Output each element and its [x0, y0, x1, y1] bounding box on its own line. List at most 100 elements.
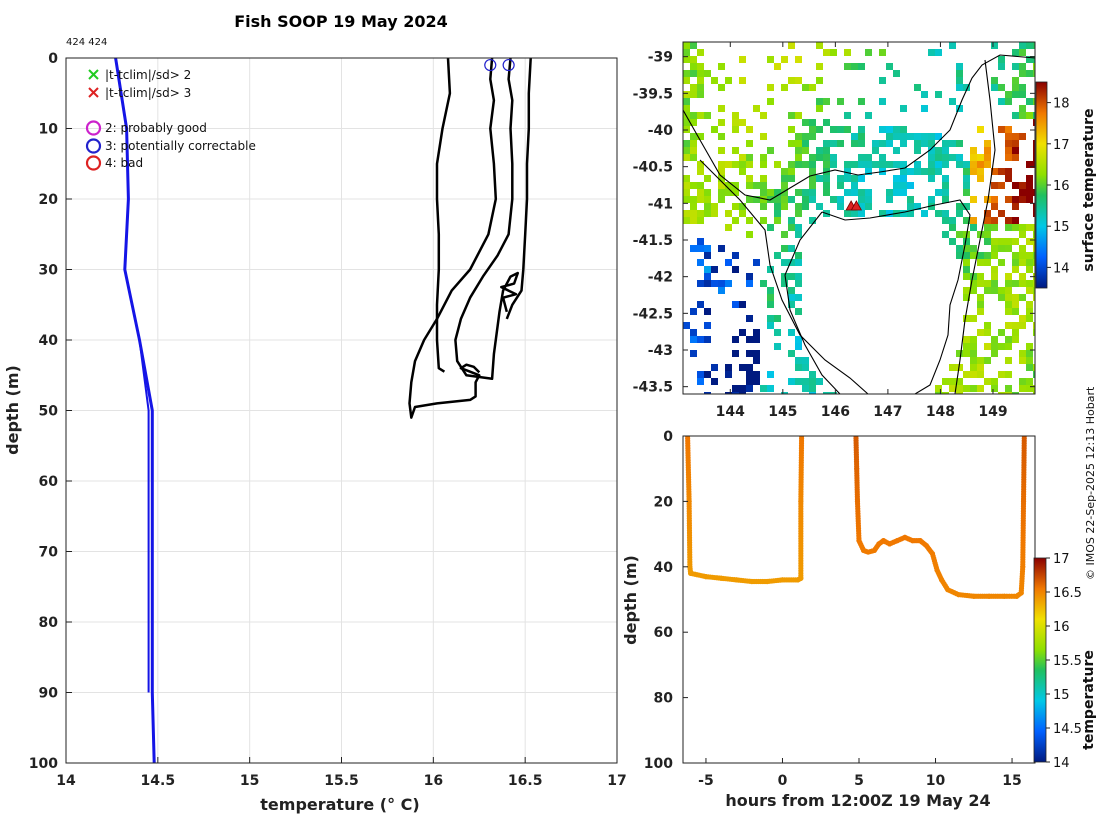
sst-cell [970, 196, 977, 203]
sst-cell [795, 294, 802, 301]
sst-cell [1012, 252, 1019, 259]
sst-cell [977, 329, 984, 336]
sst-cell [690, 245, 697, 252]
sst-cell [711, 364, 718, 371]
sst-cell [907, 210, 914, 217]
sst-cell [1012, 77, 1019, 84]
sst-cell [718, 287, 725, 294]
sst-cell [991, 238, 998, 245]
sst-cell [963, 259, 970, 266]
sst-cell [732, 266, 739, 273]
sst-cell [1005, 168, 1012, 175]
temperature-colorbar [1033, 557, 1047, 763]
sst-cell [1026, 182, 1033, 189]
sst-cell [984, 140, 991, 147]
sst-cell [942, 154, 949, 161]
sst-cell [886, 189, 893, 196]
sst-cell [991, 287, 998, 294]
sst-cell [1033, 140, 1035, 147]
ts-x-tick-label: 15 [1002, 773, 1021, 789]
flag-circle [502, 58, 515, 72]
ts-y-tick-label: 60 [654, 625, 674, 641]
sst-cell [956, 252, 963, 259]
sst-cell [865, 154, 872, 161]
sst-cell [753, 357, 760, 364]
sst-cell [746, 154, 753, 161]
sst-cell [935, 133, 942, 140]
profile-x-tick-label: 15.5 [324, 773, 359, 789]
sst-cell [809, 161, 816, 168]
sst-cell [725, 161, 732, 168]
profile-y-tick-label: 30 [39, 263, 59, 279]
sst-cell [851, 175, 858, 182]
sst-cell [823, 175, 830, 182]
sst-cell [837, 126, 844, 133]
sst-cell [949, 154, 956, 161]
temperature-colorbar-tick-label: 16.5 [1053, 586, 1082, 601]
sst-colorbar [1035, 81, 1048, 289]
ts-x-tick-label: -5 [698, 773, 714, 789]
sst-cell [1026, 357, 1033, 364]
sst-cell [865, 168, 872, 175]
temperature-colorbar-label: temperature [1081, 650, 1097, 750]
sst-cell [970, 273, 977, 280]
credit-text: © IMOS 22-Sep-2025 12:13 Hobart [1084, 386, 1097, 580]
profile-x-label: temperature (° C) [260, 795, 419, 814]
sst-cell [977, 126, 984, 133]
profile-y-tick-label: 100 [29, 756, 58, 772]
sst-cell [690, 63, 697, 70]
sst-cell [788, 350, 795, 357]
flag-circle [484, 58, 497, 72]
ts-y-tick-label: 100 [644, 756, 673, 772]
sst-cell [1005, 371, 1012, 378]
profile-series-profile-2 [408, 58, 498, 419]
sst-cell [928, 140, 935, 147]
sst-cell [998, 126, 1005, 133]
sst-cell [767, 147, 774, 154]
sst-cell [753, 259, 760, 266]
sst-cell [1005, 154, 1012, 161]
sst-cell [1019, 350, 1026, 357]
sst-cell [984, 238, 991, 245]
sst-cell [746, 364, 753, 371]
sst-colorbar-label: surface temperature [1081, 108, 1097, 271]
sst-cell [1005, 392, 1012, 394]
sst-cell [732, 126, 739, 133]
sst-cell [739, 203, 746, 210]
sst-cell [1033, 203, 1035, 210]
sst-cell [1026, 175, 1033, 182]
profile-x-tick-label: 16.5 [508, 773, 543, 789]
sst-cell [781, 245, 788, 252]
sst-cell [921, 140, 928, 147]
sst-cell [690, 203, 697, 210]
sst-cell [1005, 175, 1012, 182]
sst-cell [984, 196, 991, 203]
sst-cell [998, 371, 1005, 378]
sst-cell [984, 343, 991, 350]
profile-series-profile-4 [505, 58, 532, 320]
sst-cell [704, 392, 711, 394]
track-marker [850, 200, 863, 211]
map-y-tick-label: -43 [648, 343, 673, 359]
sst-cell [802, 161, 809, 168]
map-x-tick-label: 149 [978, 404, 1007, 420]
sst-cell [984, 259, 991, 266]
sst-cell [844, 175, 851, 182]
sst-cell [739, 154, 746, 161]
sst-cell [809, 154, 816, 161]
sst-cell [823, 189, 830, 196]
sst-cell [1033, 98, 1035, 105]
legend-label: |t-tclim|/sd> 3 [105, 86, 191, 100]
sst-cell [697, 91, 704, 98]
sst-cell [886, 161, 893, 168]
sst-cell [1012, 280, 1019, 287]
sst-cell [1026, 280, 1033, 287]
sst-cell [690, 91, 697, 98]
sst-cell [781, 56, 788, 63]
sst-cell [795, 343, 802, 350]
map-coastlines [683, 54, 1035, 394]
profile-series-climatology-sd [114, 58, 150, 693]
sst-cell [963, 217, 970, 224]
sst-cell [711, 378, 718, 385]
sst-cell [956, 154, 963, 161]
